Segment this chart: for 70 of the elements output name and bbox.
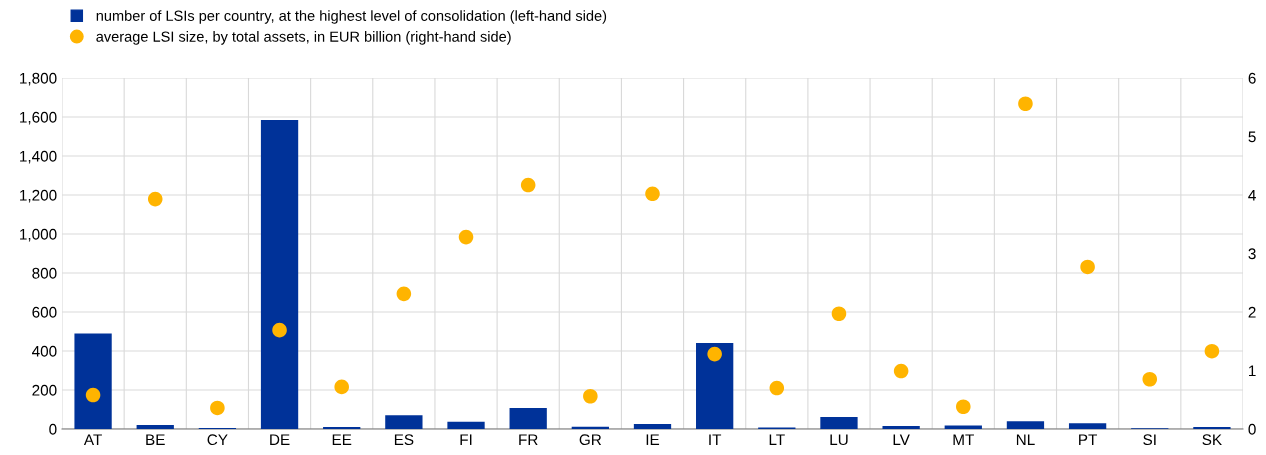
x-tick-label: NL bbox=[1016, 434, 1035, 445]
y-tick-label: 1,800 bbox=[20, 72, 57, 86]
y-tick-label: 200 bbox=[32, 384, 57, 396]
point bbox=[458, 229, 474, 245]
y-tick-label: 400 bbox=[32, 345, 57, 357]
y2-tick-label: 3 bbox=[1248, 248, 1256, 260]
point bbox=[645, 186, 660, 202]
point bbox=[1204, 343, 1220, 359]
x-tick-label: LT bbox=[769, 434, 785, 445]
bar bbox=[696, 343, 734, 429]
x-tick-label: LU bbox=[830, 434, 848, 446]
x-tick-label: ES bbox=[394, 434, 414, 446]
x-tick-label: SK bbox=[1202, 434, 1222, 446]
y-tick-label: 800 bbox=[32, 267, 57, 279]
bar bbox=[385, 415, 423, 429]
y-tick-label: 600 bbox=[32, 306, 57, 318]
bar bbox=[447, 421, 485, 429]
x-tick-label: PT bbox=[1079, 434, 1098, 445]
bar bbox=[509, 407, 547, 429]
x-tick-label: CY bbox=[207, 434, 228, 446]
x-tick-label: BE bbox=[146, 434, 165, 445]
bar bbox=[260, 119, 299, 429]
bar bbox=[944, 425, 982, 429]
x-tick-label: MT bbox=[953, 434, 974, 445]
point bbox=[1142, 371, 1158, 387]
x-tick-label: AT bbox=[83, 434, 102, 445]
bar bbox=[74, 333, 112, 429]
point bbox=[769, 380, 785, 396]
point bbox=[520, 177, 536, 193]
x-tick-label: GR bbox=[579, 434, 602, 446]
x-tick-label: FI bbox=[460, 434, 472, 445]
point bbox=[85, 387, 101, 403]
point bbox=[1018, 96, 1033, 112]
legend-label: average LSI size, by total assets, in EUR billion (right-hand side) bbox=[96, 31, 511, 45]
y-tick-label: 1,600 bbox=[20, 111, 57, 125]
x-tick-label: SI bbox=[1143, 434, 1156, 446]
x-tick-label: LV bbox=[893, 434, 910, 445]
y2-tick-label: 5 bbox=[1248, 131, 1256, 143]
bar bbox=[1068, 423, 1107, 429]
point bbox=[334, 379, 349, 395]
y2-tick-label: 2 bbox=[1248, 306, 1256, 318]
y2-tick-label: 0 bbox=[1248, 423, 1256, 435]
y-tick-label: 1,000 bbox=[20, 228, 57, 242]
point bbox=[893, 363, 909, 379]
point bbox=[956, 399, 971, 415]
y-tick-label: 0 bbox=[49, 423, 57, 435]
bar bbox=[136, 425, 174, 429]
legend-label: number of LSIs per country, at the highest level of consolidation (left-hand side) bbox=[96, 10, 607, 24]
y-tick-label: 1,400 bbox=[20, 150, 57, 164]
x-tick-label: IE bbox=[646, 434, 660, 445]
point bbox=[831, 306, 847, 322]
point bbox=[1080, 259, 1095, 275]
x-tick-label: IT bbox=[709, 434, 722, 445]
point bbox=[147, 191, 163, 207]
y2-tick-label: 6 bbox=[1248, 72, 1256, 84]
y-tick-label: 1,200 bbox=[20, 189, 57, 203]
point bbox=[210, 400, 225, 416]
y2-tick-label: 4 bbox=[1248, 190, 1256, 201]
x-tick-label: EE bbox=[332, 434, 352, 445]
point bbox=[583, 388, 598, 404]
x-tick-label: DE bbox=[270, 434, 290, 445]
bar bbox=[633, 424, 672, 429]
bar bbox=[882, 426, 920, 429]
y2-tick-label: 1 bbox=[1249, 365, 1256, 377]
point bbox=[272, 322, 287, 338]
point bbox=[707, 346, 722, 362]
x-tick-label: FR bbox=[519, 434, 538, 445]
bar bbox=[1006, 421, 1045, 429]
point bbox=[396, 286, 412, 302]
bar bbox=[820, 416, 858, 429]
